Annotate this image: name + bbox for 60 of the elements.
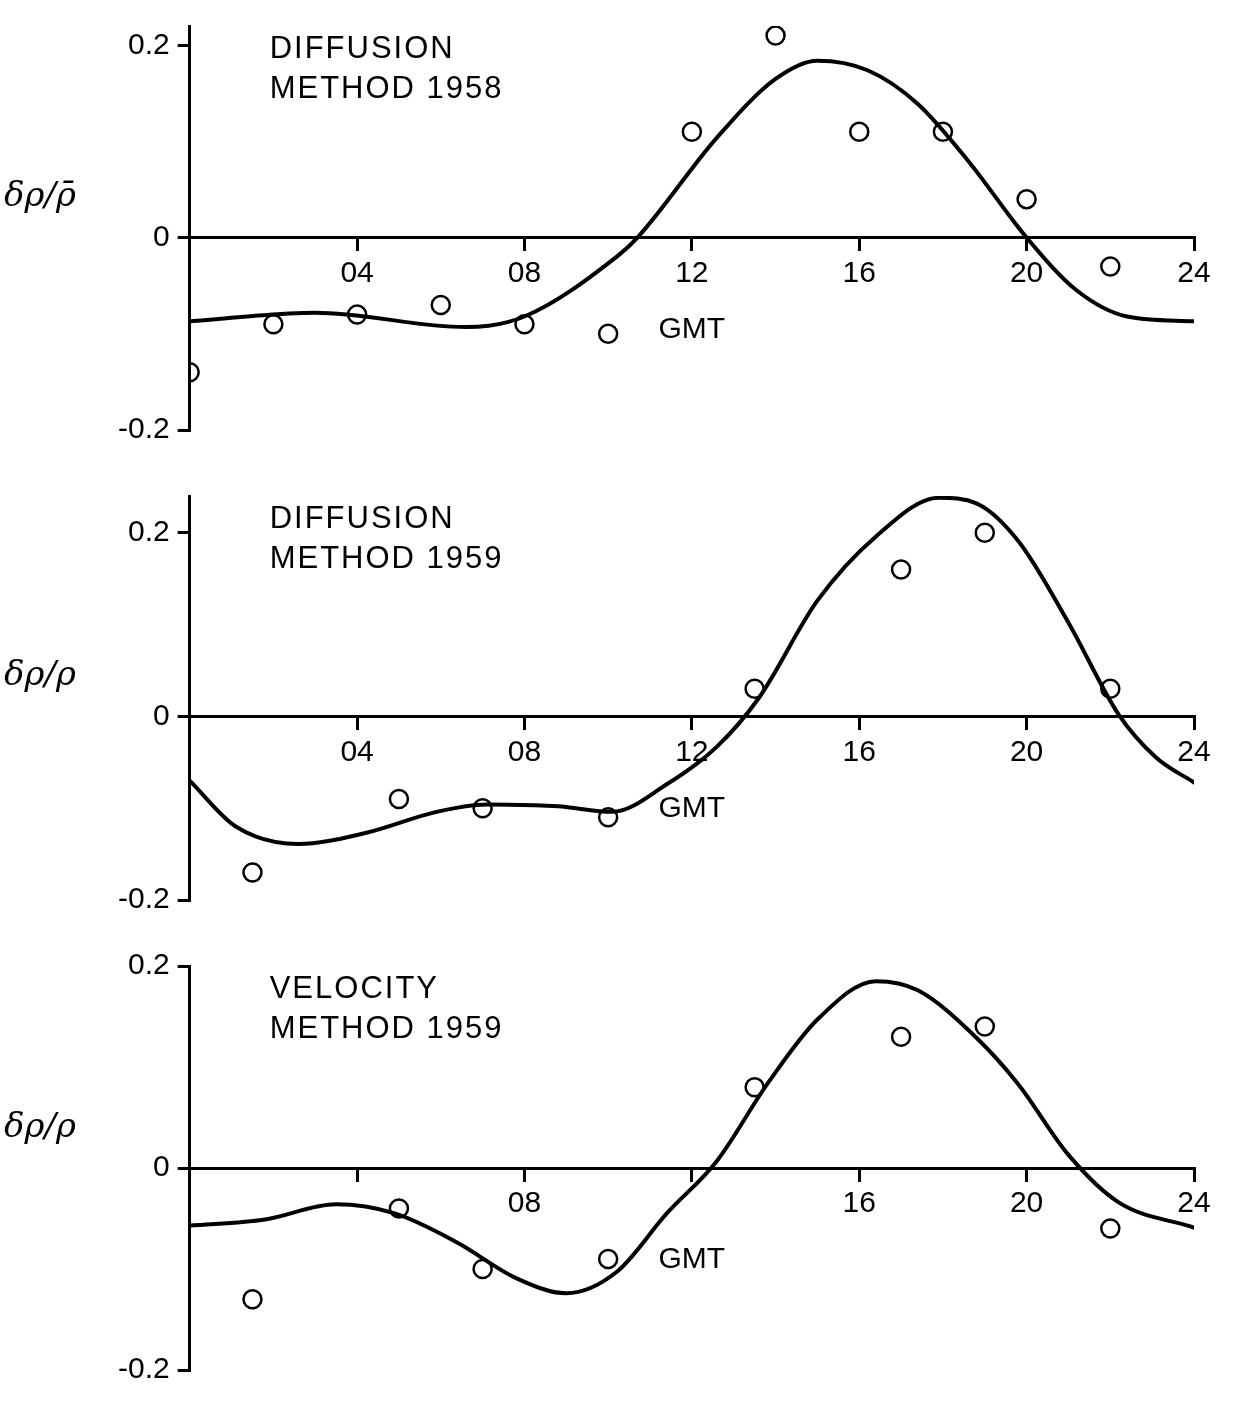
point <box>514 313 535 335</box>
y-axis-title: δρ/ρ <box>4 653 76 694</box>
point <box>472 797 493 819</box>
x-tick-label: 08 <box>507 254 542 288</box>
point <box>242 1289 263 1310</box>
x-tick-label: 12 <box>675 254 709 288</box>
point <box>1100 678 1121 700</box>
point <box>430 294 452 316</box>
x-tick-label: 16 <box>842 1185 876 1219</box>
x-axis-title: GMT <box>658 789 726 823</box>
y-axis-title: δρ/ρ <box>4 1104 76 1145</box>
point <box>346 304 368 325</box>
point <box>1100 256 1121 277</box>
point <box>263 313 284 335</box>
point <box>932 121 954 143</box>
x-tick-label: 24 <box>1177 254 1211 288</box>
point <box>744 1076 765 1098</box>
x-tick-label: 08 <box>507 733 542 767</box>
point <box>242 862 263 883</box>
y-tick-label: 0 <box>153 1149 170 1183</box>
x-tick-label: 16 <box>842 254 876 288</box>
point <box>597 1248 619 1270</box>
y-tick-label: -0.2 <box>117 411 170 445</box>
y-tick-label: -0.2 <box>117 881 170 915</box>
x-tick-label: 20 <box>1009 254 1044 288</box>
point <box>388 788 410 810</box>
point <box>472 1258 493 1280</box>
y-tick-label: 0.2 <box>127 513 170 547</box>
x-tick-label: 08 <box>507 1185 542 1219</box>
point <box>597 323 619 345</box>
x-tick-label: 24 <box>1177 733 1211 767</box>
annotation: VELOCITY METHOD 1959 <box>269 969 505 1048</box>
point <box>890 559 912 580</box>
point <box>597 807 619 828</box>
point <box>890 1026 912 1047</box>
y-tick-label: 0 <box>153 697 170 731</box>
x-tick-label: 24 <box>1177 1185 1211 1219</box>
y-tick-label: 0.2 <box>127 947 170 981</box>
point <box>744 678 765 700</box>
point <box>848 121 870 143</box>
x-axis-title: GMT <box>658 310 726 344</box>
x-axis-title: GMT <box>658 1241 726 1275</box>
x-tick-label: 04 <box>340 254 374 288</box>
x-tick-label: 04 <box>340 733 374 767</box>
x-tick-label: 20 <box>1009 1185 1044 1219</box>
x-tick-label: 20 <box>1009 733 1044 767</box>
annotation: DIFFUSION METHOD 1958 <box>269 29 505 108</box>
y-tick-label: -0.2 <box>117 1351 170 1385</box>
point <box>974 522 996 543</box>
y-axis-title: δρ/ρ̄ <box>4 174 76 215</box>
point <box>1016 188 1037 210</box>
point <box>765 26 786 46</box>
annotation: DIFFUSION METHOD 1959 <box>269 499 505 578</box>
point <box>1100 1218 1121 1239</box>
point <box>388 1198 410 1219</box>
point <box>681 121 703 143</box>
x-tick-label: 16 <box>842 733 876 767</box>
point <box>974 1016 996 1037</box>
y-tick-label: 0.2 <box>127 26 170 60</box>
y-tick-label: 0 <box>153 218 170 252</box>
